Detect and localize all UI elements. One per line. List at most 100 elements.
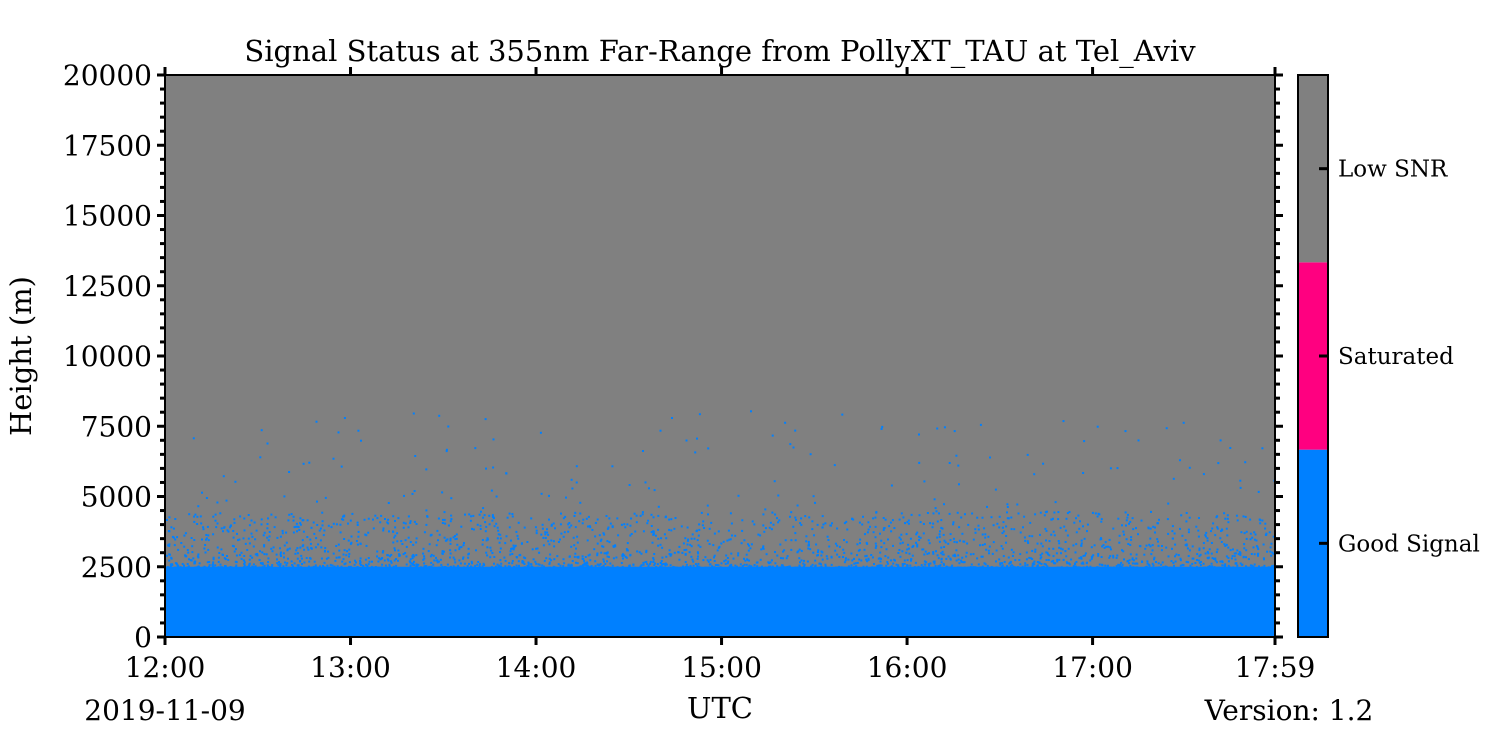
speckle-dot [503, 556, 506, 559]
speckle-dot [640, 564, 643, 567]
speckle-dot [267, 557, 270, 560]
speckle-dot [821, 551, 824, 554]
speckle-dot [611, 564, 614, 567]
speckle-dot [652, 561, 655, 563]
speckle-dot [314, 546, 317, 549]
speckle-dot [729, 512, 732, 515]
speckle-dot [979, 423, 982, 426]
speckle-dot [329, 563, 332, 566]
speckle-dot [856, 543, 859, 546]
speckle-dot [940, 561, 943, 564]
speckle-dot [531, 548, 534, 551]
speckle-dot [1212, 522, 1215, 525]
speckle-dot [1108, 556, 1111, 559]
speckle-dot [409, 541, 412, 543]
speckle-dot [222, 554, 224, 556]
speckle-dot [699, 545, 702, 548]
speckle-dot [836, 527, 839, 530]
speckle-dot [1047, 553, 1050, 556]
low-snr-field [165, 75, 1275, 637]
speckle-dot [922, 523, 925, 525]
speckle-dot [356, 524, 359, 526]
speckle-dot [499, 533, 502, 536]
speckle-dot [1249, 532, 1252, 535]
speckle-dot [626, 523, 629, 526]
speckle-dot [1007, 556, 1010, 559]
speckle-dot [238, 538, 241, 541]
speckle-dot [1236, 564, 1239, 567]
speckle-dot [493, 556, 496, 558]
speckle-dot [976, 557, 979, 560]
speckle-dot [343, 538, 346, 540]
speckle-dot [1216, 526, 1219, 529]
speckle-dot [936, 554, 939, 557]
speckle-dot [570, 563, 573, 566]
speckle-dot [380, 514, 383, 517]
speckle-dot [814, 565, 817, 568]
speckle-dot [296, 530, 298, 533]
speckle-dot [652, 516, 655, 519]
speckle-dot [498, 541, 501, 544]
speckle-dot [315, 420, 318, 423]
speckle-dot [1148, 543, 1151, 546]
speckle-dot [203, 547, 206, 550]
speckle-dot [588, 553, 591, 556]
y-tick-label: 2500 [81, 551, 152, 584]
speckle-dot [1239, 562, 1242, 565]
speckle-dot [1245, 530, 1248, 533]
speckle-dot [548, 563, 551, 566]
speckle-dot [333, 565, 336, 568]
speckle-dot [504, 542, 507, 545]
speckle-dot [1080, 557, 1083, 560]
speckle-dot [1177, 554, 1180, 557]
speckle-dot [362, 565, 365, 567]
speckle-dot [605, 515, 608, 517]
speckle-dot [541, 523, 544, 526]
speckle-dot [865, 558, 868, 561]
speckle-dot [780, 557, 782, 560]
speckle-dot [1041, 545, 1044, 548]
speckle-dot [1091, 511, 1094, 514]
speckle-dot [1187, 531, 1190, 534]
speckle-dot [916, 531, 919, 534]
speckle-dot [1225, 543, 1228, 546]
speckle-dot [563, 562, 566, 565]
speckle-dot [1194, 562, 1197, 564]
speckle-dot [232, 530, 235, 532]
speckle-dot [342, 515, 344, 518]
speckle-dot [851, 559, 854, 562]
speckle-dot [782, 550, 784, 553]
speckle-dot [762, 546, 764, 549]
speckle-dot [205, 497, 208, 499]
speckle-dot [892, 544, 894, 547]
speckle-dot [792, 446, 795, 449]
speckle-dot [645, 549, 648, 552]
speckle-dot [961, 532, 964, 535]
speckle-dot [1240, 563, 1243, 566]
speckle-dot [614, 544, 617, 547]
speckle-dot [1250, 553, 1253, 555]
speckle-dot [296, 547, 299, 550]
speckle-dot [684, 553, 687, 556]
speckle-dot [657, 505, 660, 508]
speckle-dot [470, 515, 473, 518]
x-axis: 12:00 13:00 14:00 15:00 16:00 17:00 17:59 [125, 67, 1315, 684]
speckle-dot [629, 534, 632, 537]
speckle-dot [965, 551, 968, 554]
speckle-dot [711, 565, 714, 568]
speckle-dot [357, 429, 360, 432]
speckle-dot [884, 555, 887, 558]
speckle-dot [323, 561, 326, 564]
speckle-dot [1236, 519, 1239, 522]
speckle-dot [438, 533, 441, 536]
speckle-dot [193, 515, 196, 518]
speckle-dot [984, 533, 987, 536]
speckle-dot [949, 557, 952, 560]
speckle-dot [197, 553, 200, 556]
speckle-dot [1257, 554, 1259, 557]
speckle-dot [579, 565, 582, 568]
speckle-dot [796, 504, 799, 507]
speckle-dot [575, 481, 578, 484]
speckle-dot [769, 565, 772, 568]
speckle-dot [573, 544, 576, 547]
